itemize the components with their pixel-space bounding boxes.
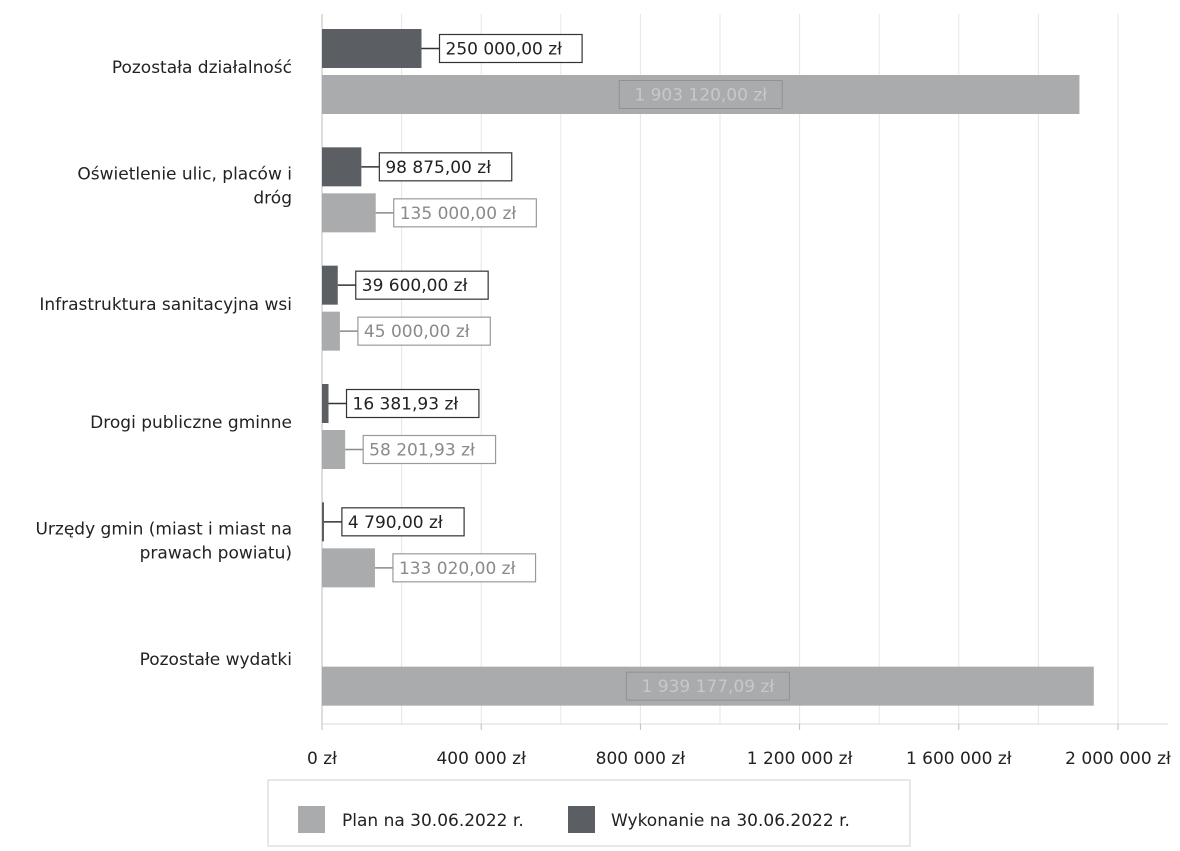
data-label: 45 000,00 zł (364, 322, 470, 342)
bar (322, 548, 375, 588)
data-label-box (392, 553, 537, 583)
tick-label: 400 000 zł (436, 749, 526, 769)
legend-label-wykonanie: Wykonanie na 30.06.2022 r. (611, 811, 850, 831)
legend-swatch-wykonanie (568, 806, 595, 833)
category-label: Pozostałe wydatki (140, 650, 292, 670)
x-axis-ticks: 0 zł 400 000 zł 800 000 zł 1 200 000 zł 1 60… (307, 724, 1171, 769)
data-label: 4 790,00 zł (348, 513, 443, 533)
tick-label: 1 200 000 zł (747, 749, 853, 769)
data-label: 250 000,00 zł (446, 40, 563, 60)
legend-label-plan: Plan na 30.06.2022 r. (342, 811, 524, 831)
data-label: 16 381,93 zł (353, 395, 459, 415)
category-label: Urzędy gmin (miast i miast na (35, 520, 292, 540)
data-label: 58 201,93 zł (369, 441, 475, 461)
bar (322, 147, 362, 187)
bars (322, 29, 1094, 706)
data-label-box (625, 671, 790, 701)
category-label: Oświetlenie ulic, placów i (77, 165, 292, 185)
grid-lines (321, 14, 1168, 725)
bar (322, 430, 346, 469)
category-label: Infrastruktura sanitacyjna wsi (39, 295, 292, 315)
bar (322, 384, 329, 423)
data-label: 1 939 177,09 zł (642, 677, 775, 697)
tick-label: 800 000 zł (596, 749, 686, 769)
data-label: 133 020,00 zł (399, 559, 516, 579)
category-label: Drogi publiczne gminne (90, 413, 292, 433)
legend: Plan na 30.06.2022 r. Wykonanie na 30.06… (267, 779, 911, 847)
data-label-box (357, 316, 491, 346)
data-label-box (378, 152, 513, 182)
bar (322, 265, 338, 305)
data-label: 1 903 120,00 zł (634, 86, 767, 106)
data-label-box (393, 198, 537, 228)
data-label: 98 875,00 zł (385, 158, 491, 178)
legend-swatch-plan (298, 806, 325, 833)
data-label-box (362, 434, 497, 465)
data-label-box (438, 33, 583, 64)
data-label: 135 000,00 zł (400, 204, 517, 224)
category-labels: Pozostała działalność Oświetlenie ulic, p… (35, 58, 292, 670)
tick-label: 2 000 000 zł (1065, 749, 1171, 769)
category-label: dróg (253, 189, 292, 209)
category-label: prawach powiatu) (140, 544, 292, 564)
data-labels: 250 000,00 zł 1 903 120,00 zł 98 875,00 zł… (323, 33, 790, 701)
data-label-box (341, 507, 465, 537)
tick-label: 0 zł (307, 749, 337, 769)
tick-label: 1 600 000 zł (906, 749, 1012, 769)
bar (322, 29, 422, 68)
category-label: Pozostała działalność (112, 58, 292, 78)
bar (322, 193, 376, 233)
data-label: 39 600,00 zł (362, 276, 468, 296)
data-label-box (355, 270, 489, 300)
bar (322, 502, 324, 542)
data-label-box (618, 80, 783, 109)
data-label-box (345, 388, 480, 419)
bar (322, 311, 340, 351)
